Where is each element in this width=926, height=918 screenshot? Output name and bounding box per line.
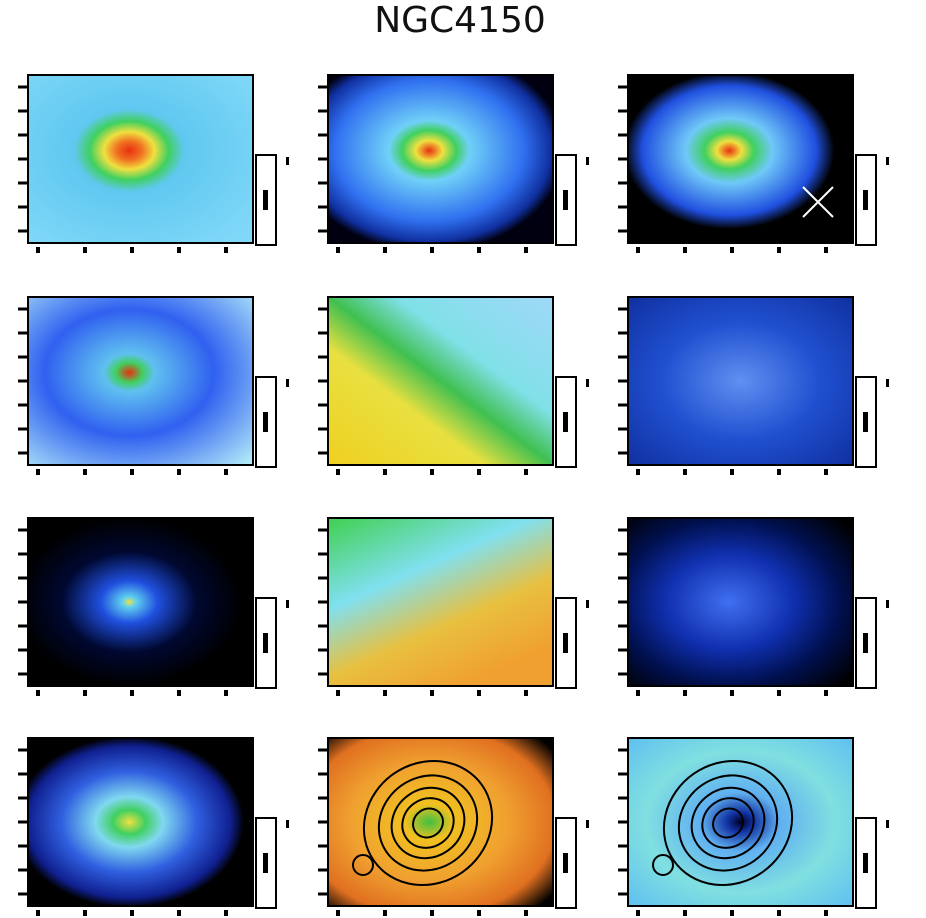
colorbar-mark	[586, 600, 589, 608]
contour	[377, 774, 479, 872]
map-image	[628, 518, 853, 686]
map-image	[28, 738, 253, 906]
contour	[352, 854, 374, 876]
colorbar-mark	[863, 853, 868, 873]
map-image	[28, 297, 253, 465]
contour	[362, 759, 494, 887]
colorbar-mark	[586, 379, 589, 387]
map-panel	[18, 517, 289, 696]
map-panel	[618, 737, 889, 916]
colorbar-mark	[563, 190, 568, 210]
panels	[18, 74, 889, 916]
colorbar-mark	[863, 190, 868, 210]
map-image	[28, 75, 253, 243]
colorbar-mark	[286, 157, 289, 165]
map-panel	[618, 517, 889, 696]
map-image	[28, 518, 253, 686]
map-panel	[618, 296, 889, 475]
map-image	[328, 75, 553, 243]
contour	[401, 797, 455, 849]
colorbar-mark	[263, 412, 268, 432]
contour	[701, 797, 755, 849]
map-image	[328, 297, 553, 465]
cross-marker	[802, 186, 834, 218]
colorbar-mark	[886, 600, 889, 608]
colorbar-mark	[863, 633, 868, 653]
contour	[712, 807, 744, 839]
contour	[652, 854, 674, 876]
contour	[662, 759, 794, 887]
contour	[412, 807, 444, 839]
map-image	[628, 75, 853, 243]
map-panel	[318, 296, 589, 475]
colorbar-mark	[263, 853, 268, 873]
map-image	[628, 297, 853, 465]
map-panel	[618, 74, 889, 253]
colorbar-mark	[286, 600, 289, 608]
colorbar-mark	[886, 379, 889, 387]
colorbar-mark	[863, 412, 868, 432]
contour	[690, 786, 766, 860]
colorbar-mark	[563, 853, 568, 873]
colorbar-mark	[563, 412, 568, 432]
colorbar-mark	[263, 190, 268, 210]
map-image	[628, 738, 853, 906]
colorbar-mark	[886, 157, 889, 165]
map-panel	[18, 74, 289, 253]
colorbar-mark	[886, 820, 889, 828]
colorbar-mark	[286, 820, 289, 828]
map-panel	[318, 517, 589, 696]
contour	[677, 774, 779, 872]
contour	[390, 786, 466, 860]
map-image	[328, 518, 553, 686]
map-panel	[18, 737, 289, 916]
map-panel	[18, 296, 289, 475]
colorbar-mark	[586, 157, 589, 165]
colorbar-mark	[263, 633, 268, 653]
figure-title: NGC4150	[374, 0, 546, 41]
map-panel	[318, 737, 589, 916]
map-panel	[318, 74, 589, 253]
colorbar-mark	[563, 633, 568, 653]
colorbar-mark	[286, 379, 289, 387]
map-image	[328, 738, 553, 906]
colorbar-mark	[586, 820, 589, 828]
